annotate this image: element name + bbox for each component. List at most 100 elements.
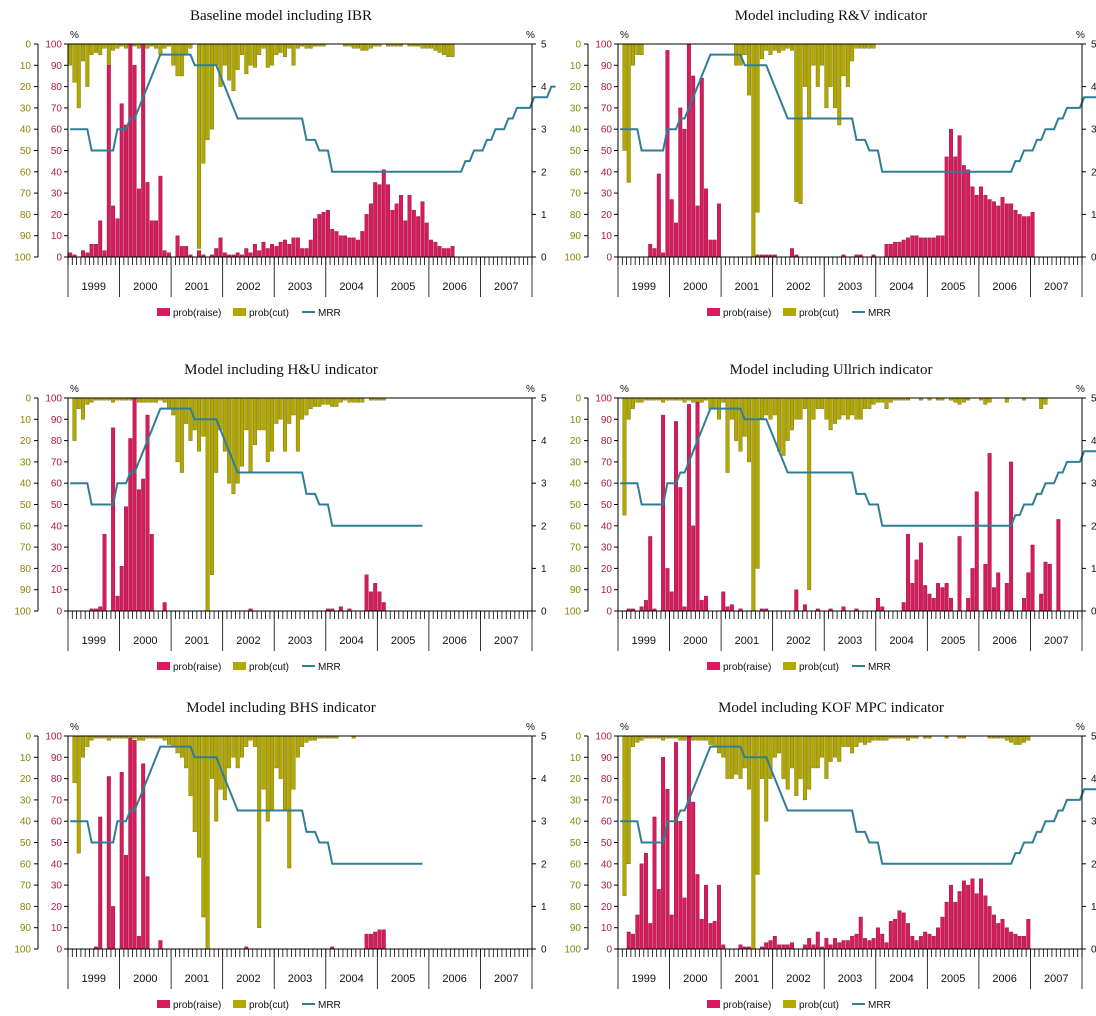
- cut-bar: [729, 735, 734, 779]
- raise-bar: [841, 606, 846, 612]
- left-tick-label: 40: [601, 521, 613, 532]
- raise-bar: [712, 921, 717, 950]
- year-label: 2007: [1044, 973, 1068, 985]
- cut-bar: [244, 43, 249, 75]
- cut-bar: [252, 397, 257, 446]
- outer-left-tick-label: 40: [570, 125, 582, 136]
- raise-bar: [132, 397, 137, 612]
- cut-bar: [270, 43, 275, 66]
- cut-bar: [364, 43, 369, 51]
- right-tick-label: 2: [1091, 521, 1096, 532]
- cut-bar: [188, 397, 193, 441]
- right-axis-unit: %: [1076, 722, 1085, 733]
- cut-bar: [291, 735, 296, 790]
- raise-bar: [381, 169, 386, 258]
- cut-bar: [712, 397, 717, 409]
- left-tick-label: 40: [601, 167, 613, 178]
- cut-bar: [106, 735, 111, 741]
- raise-bar: [158, 175, 163, 258]
- raise-bar: [914, 559, 919, 612]
- cut-bar: [824, 397, 829, 420]
- outer-left-tick-label: 80: [20, 902, 32, 913]
- raise-bar: [837, 942, 842, 950]
- raise-bar: [717, 884, 721, 950]
- raise-bar: [906, 534, 910, 612]
- year-label: 2004: [889, 281, 913, 293]
- raise-bar: [712, 239, 717, 258]
- cut-bar: [807, 43, 812, 119]
- outer-left-tick-label: 50: [570, 146, 582, 157]
- legend-cut-swatch: [233, 308, 246, 316]
- year-label: 2002: [786, 281, 810, 293]
- raise-bar: [338, 235, 343, 258]
- raise-bar: [98, 220, 103, 258]
- outer-left-tick-label: 0: [25, 40, 31, 51]
- raise-bar: [377, 591, 382, 612]
- left-tick-label: 90: [51, 61, 63, 72]
- raise-bar: [936, 235, 941, 258]
- cut-bar: [1026, 735, 1031, 741]
- outer-left-tick-label: 60: [570, 859, 582, 870]
- raise-bar: [691, 75, 696, 258]
- legend-raise-swatch: [157, 1000, 170, 1008]
- cut-bar: [295, 735, 300, 758]
- cut-bar: [154, 43, 159, 49]
- cut-bar: [295, 43, 300, 49]
- left-tick-label: 10: [601, 231, 613, 242]
- cut-bar: [89, 43, 94, 55]
- cut-bar: [278, 735, 283, 779]
- cut-bar: [308, 43, 313, 49]
- cut-bar: [837, 43, 842, 126]
- raise-bar: [295, 237, 300, 258]
- cut-bar: [227, 735, 232, 769]
- legend-raise-swatch: [157, 662, 170, 670]
- year-label: 2003: [288, 281, 312, 293]
- raise-bar: [979, 878, 983, 950]
- legend-cut-label: prob(cut): [249, 662, 289, 673]
- cut-bar: [815, 43, 820, 87]
- raise-bar: [158, 940, 163, 950]
- cut-bar: [833, 735, 837, 758]
- raise-bar: [308, 239, 313, 258]
- outer-left-tick-label: 10: [570, 415, 582, 426]
- cut-bar: [441, 43, 446, 55]
- raise-bar: [923, 585, 928, 612]
- cut-bar: [828, 735, 833, 762]
- raise-bar: [149, 220, 154, 258]
- raise-bar: [888, 244, 893, 258]
- cut-bar: [214, 397, 219, 473]
- outer-left-tick-label: 60: [570, 167, 582, 178]
- outer-left-tick-label: 100: [564, 253, 581, 264]
- left-tick-label: 50: [51, 500, 63, 511]
- raise-bar: [441, 248, 446, 258]
- cut-bar: [1043, 397, 1048, 405]
- raise-bar: [944, 583, 949, 612]
- raise-bar: [966, 169, 971, 258]
- right-tick-label: 2: [541, 859, 547, 870]
- cut-bar: [854, 397, 859, 420]
- raise-bar: [364, 933, 369, 950]
- legend-mrr-label: MRR: [318, 662, 341, 673]
- cut-bar: [764, 43, 769, 51]
- cut-bar: [678, 735, 683, 741]
- raise-bar: [356, 239, 360, 258]
- raise-bar: [261, 241, 266, 258]
- chart-title: Model including Ullrich indicator: [730, 362, 933, 378]
- cut-bar: [85, 43, 90, 87]
- left-tick-label: 10: [51, 231, 63, 242]
- cut-bar: [209, 43, 214, 130]
- cut-bar: [240, 735, 244, 758]
- legend-raise-label: prob(raise): [173, 662, 221, 673]
- raise-bar: [235, 252, 240, 258]
- cut-bar: [124, 43, 128, 49]
- left-tick-label: 60: [51, 125, 63, 136]
- cut-bar: [755, 43, 760, 213]
- raise-bar: [390, 209, 395, 258]
- raise-bar: [643, 852, 648, 950]
- cut-bar: [1004, 735, 1009, 741]
- raise-bar: [893, 241, 898, 258]
- cut-bar: [295, 397, 300, 452]
- year-label: 2004: [889, 635, 913, 647]
- raise-bar: [729, 604, 734, 612]
- chart-title: Model including KOF MPC indicator: [718, 700, 944, 716]
